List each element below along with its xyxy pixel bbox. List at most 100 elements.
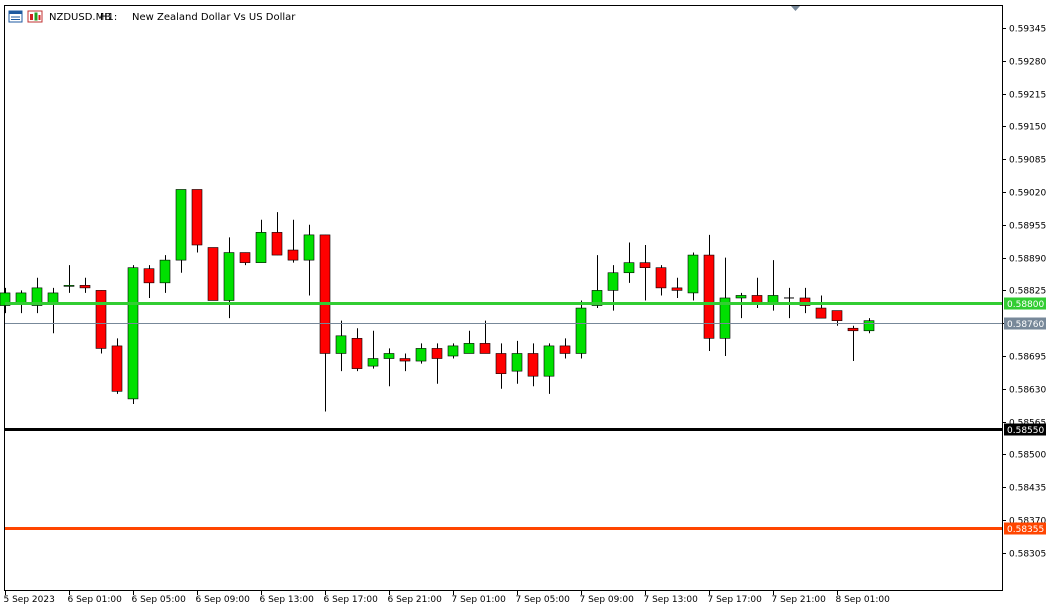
candle-body <box>47 292 59 304</box>
candle[interactable] <box>0 287 11 314</box>
candle[interactable] <box>367 330 379 369</box>
candle[interactable] <box>287 219 299 263</box>
candle[interactable] <box>543 343 555 394</box>
price-level-tag-label: 0.58760 <box>1007 320 1044 330</box>
price-level-tag <box>1004 297 1046 310</box>
candle[interactable] <box>271 212 283 256</box>
candle[interactable] <box>559 338 571 359</box>
candle-body <box>207 247 219 301</box>
chart-shift-marker-icon[interactable] <box>791 6 800 11</box>
candle[interactable] <box>63 265 75 293</box>
candle[interactable] <box>111 338 123 394</box>
candle[interactable] <box>159 255 171 293</box>
candle[interactable] <box>735 292 747 319</box>
candle[interactable] <box>703 234 715 351</box>
candle-body <box>719 297 731 339</box>
candle-body <box>735 295 747 299</box>
candle-body <box>463 343 475 354</box>
time-tick-label: 6 Sep 01:00 <box>68 595 123 605</box>
price-tick-label: 0.59020 <box>1009 189 1046 199</box>
candle[interactable] <box>575 300 587 359</box>
candle[interactable] <box>847 325 859 362</box>
time-tick-label: 6 Sep 21:00 <box>388 595 443 605</box>
candle-body <box>863 320 875 332</box>
candle[interactable] <box>303 224 315 296</box>
candle-body <box>303 234 315 261</box>
candle-body <box>767 295 779 304</box>
time-tick-label: 8 Sep 01:00 <box>836 595 891 605</box>
candle[interactable] <box>79 277 91 293</box>
candle[interactable] <box>671 277 683 298</box>
candle[interactable] <box>191 189 203 253</box>
candle-body <box>591 290 603 306</box>
candle[interactable] <box>527 343 539 387</box>
candle[interactable] <box>415 343 427 364</box>
candle-body <box>687 254 699 294</box>
candle[interactable] <box>95 290 107 354</box>
price-level-tag-label: 0.58800 <box>1007 300 1044 310</box>
time-tick-label: 7 Sep 09:00 <box>580 595 635 605</box>
candle-body <box>79 285 91 289</box>
candle-body <box>111 345 123 392</box>
candle[interactable] <box>719 257 731 356</box>
candle[interactable] <box>399 353 411 372</box>
candle[interactable] <box>335 320 347 372</box>
candle[interactable] <box>31 277 43 314</box>
candle-body <box>367 358 379 367</box>
candle[interactable] <box>815 295 827 319</box>
candle-body <box>191 189 203 246</box>
candle[interactable] <box>351 328 363 372</box>
candle[interactable] <box>799 287 811 314</box>
price-tick-label: 0.59345 <box>1009 25 1046 35</box>
candle[interactable] <box>383 348 395 387</box>
candle-body <box>751 295 763 304</box>
candle-body <box>159 259 171 284</box>
price-tick-label: 0.59280 <box>1009 58 1046 68</box>
candle-body <box>479 343 491 354</box>
candle[interactable] <box>479 320 491 354</box>
candle[interactable] <box>591 255 603 309</box>
price-tick-label: 0.58955 <box>1009 222 1046 232</box>
chart-title-symbol: NZDUSD.MB <box>49 12 111 23</box>
candle[interactable] <box>687 252 699 301</box>
time-tick-label: 5 Sep 2023 <box>4 595 55 605</box>
price-level-tag <box>1004 522 1046 535</box>
price-level-tag <box>1004 423 1046 436</box>
time-tick-label: 7 Sep 17:00 <box>708 595 763 605</box>
candle-body <box>543 345 555 377</box>
candle[interactable] <box>143 265 155 298</box>
candle[interactable] <box>239 252 251 266</box>
candle[interactable] <box>127 265 139 404</box>
candle[interactable] <box>207 247 219 301</box>
candle[interactable] <box>495 343 507 389</box>
candle[interactable] <box>463 330 475 354</box>
candle-body <box>143 268 155 284</box>
candle-body <box>799 297 811 306</box>
candle-body <box>399 358 411 362</box>
time-axis[interactable]: 5 Sep 2023 6 Sep 01:00 6 Sep 05:00 6 Sep 09… <box>4 590 891 605</box>
price-tick-label: 0.58435 <box>1009 484 1046 494</box>
candle[interactable] <box>655 265 667 296</box>
candle[interactable] <box>623 242 635 283</box>
candle[interactable] <box>175 189 187 273</box>
time-tick-label: 6 Sep 17:00 <box>324 595 379 605</box>
candle-body <box>447 345 459 357</box>
candle-body <box>223 252 235 301</box>
candle[interactable] <box>863 318 875 334</box>
candle[interactable] <box>511 340 523 384</box>
candle-body <box>607 272 619 291</box>
candle-body <box>31 287 43 306</box>
time-tick-label: 7 Sep 05:00 <box>516 595 571 605</box>
candle[interactable] <box>431 343 443 384</box>
candle[interactable] <box>447 343 459 359</box>
candle-body <box>351 338 363 369</box>
candle[interactable] <box>255 219 267 263</box>
candle-body <box>127 267 139 400</box>
candle-body <box>415 348 427 362</box>
candle[interactable] <box>639 244 651 301</box>
time-tick-label: 6 Sep 09:00 <box>196 595 251 605</box>
price-tick-label: 0.58890 <box>1009 255 1046 265</box>
chart-window-icon <box>8 10 23 23</box>
candle-body <box>239 252 251 263</box>
